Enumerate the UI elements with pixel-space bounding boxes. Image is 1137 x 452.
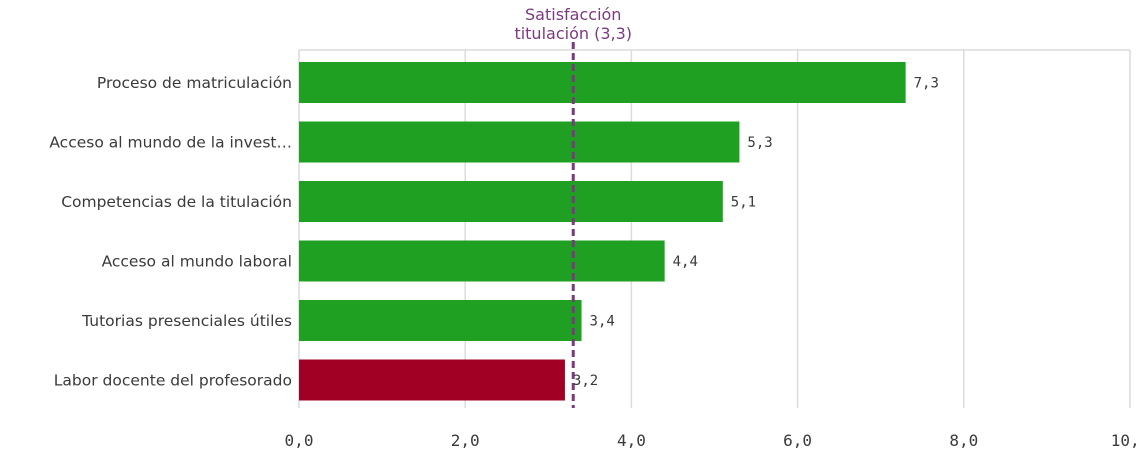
- x-tick-label-1: 2,0: [451, 431, 480, 450]
- value-label-1: 5,3: [747, 135, 772, 151]
- bar-1: [299, 121, 740, 163]
- value-label-3: 4,4: [673, 254, 698, 270]
- value-label-2: 5,1: [731, 195, 756, 211]
- bar-4: [299, 300, 582, 341]
- gridlines: [298, 49, 1131, 408]
- bar-2: [299, 181, 723, 222]
- reference-label-line2: titulación (3,3): [514, 24, 632, 43]
- x-tick-label-4: 8,0: [949, 431, 978, 450]
- category-label-5: Labor docente del profesorado: [54, 372, 292, 390]
- category-label-3: Acceso al mundo laboral: [102, 253, 292, 271]
- x-tick-label-2: 4,0: [617, 431, 646, 450]
- category-label-2: Competencias de la titulación: [61, 193, 292, 211]
- category-labels: Proceso de matriculación Acceso al mundo …: [49, 74, 292, 390]
- category-label-0: Proceso de matriculación: [97, 74, 292, 92]
- bar-5: [299, 359, 565, 401]
- category-label-4: Tutorias presenciales útiles: [81, 312, 292, 330]
- x-tick-label-3: 6,0: [783, 431, 812, 450]
- reference-line-group: Satisfacción titulación (3,3): [514, 5, 632, 408]
- value-labels: 7,3 5,3 5,1 4,4 3,4 3,2: [573, 76, 939, 390]
- value-label-0: 7,3: [914, 76, 939, 92]
- x-tick-label-5: 10,0: [1111, 431, 1137, 450]
- category-label-1: Acceso al mundo de la invest…: [49, 134, 292, 152]
- value-label-5: 3,2: [573, 373, 598, 389]
- bar-3: [299, 240, 665, 282]
- x-tick-label-0: 0,0: [285, 431, 314, 450]
- bar-0: [299, 62, 906, 103]
- x-axis-ticks: 0,0 2,0 4,0 6,0 8,0 10,0: [285, 431, 1137, 450]
- reference-label-line1: Satisfacción: [525, 5, 621, 24]
- value-label-4: 3,4: [590, 314, 615, 330]
- bars: [299, 62, 906, 401]
